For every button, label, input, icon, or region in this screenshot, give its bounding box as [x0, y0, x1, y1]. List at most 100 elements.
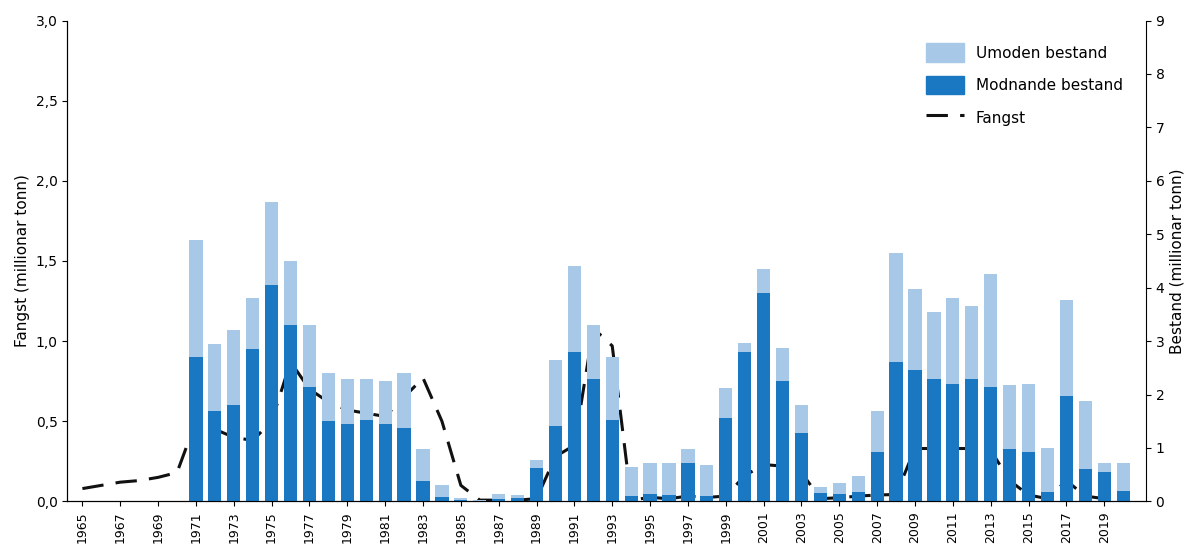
Bar: [246, 299, 259, 349]
Bar: [738, 352, 751, 502]
Bar: [378, 424, 391, 502]
Bar: [568, 352, 581, 502]
Bar: [265, 202, 278, 285]
Bar: [436, 485, 449, 497]
Bar: [928, 312, 941, 378]
Fangst: [907, 445, 922, 452]
Bar: [302, 387, 316, 502]
Bar: [492, 499, 505, 502]
Y-axis label: Bestand (millionar tonn): Bestand (millionar tonn): [1170, 168, 1186, 354]
Bar: [1079, 469, 1092, 502]
Bar: [624, 496, 637, 502]
Bar: [1060, 301, 1073, 396]
Fangst: [473, 497, 487, 503]
Bar: [227, 405, 240, 502]
Bar: [511, 498, 524, 502]
Bar: [1040, 448, 1054, 492]
Bar: [852, 492, 865, 502]
Bar: [701, 496, 714, 502]
Bar: [455, 498, 468, 500]
Bar: [833, 483, 846, 494]
Bar: [530, 460, 544, 468]
Bar: [1116, 490, 1129, 502]
Bar: [1003, 385, 1016, 449]
Bar: [965, 306, 978, 378]
Bar: [284, 261, 298, 325]
Fangst: [76, 485, 90, 492]
Bar: [794, 433, 808, 502]
Bar: [209, 411, 222, 502]
Bar: [643, 464, 656, 494]
Bar: [928, 378, 941, 502]
Bar: [908, 288, 922, 371]
Bar: [1040, 492, 1054, 502]
Bar: [814, 487, 827, 493]
Bar: [397, 373, 410, 427]
Bar: [870, 411, 883, 452]
Bar: [1098, 472, 1111, 502]
Bar: [341, 378, 354, 424]
Bar: [265, 285, 278, 502]
Bar: [360, 378, 373, 420]
Bar: [606, 357, 619, 420]
Y-axis label: Fangst (millionar tonn): Fangst (millionar tonn): [16, 175, 30, 348]
Bar: [341, 424, 354, 502]
Bar: [682, 463, 695, 502]
Bar: [947, 384, 960, 502]
Bar: [511, 495, 524, 498]
Bar: [397, 427, 410, 502]
Bar: [776, 381, 790, 502]
Bar: [701, 464, 714, 496]
Bar: [227, 330, 240, 405]
Bar: [1098, 463, 1111, 472]
Fangst: [454, 482, 468, 489]
Fangst: [794, 469, 809, 476]
Bar: [965, 378, 978, 502]
Bar: [530, 468, 544, 502]
Fangst: [586, 325, 600, 331]
Bar: [246, 349, 259, 502]
Bar: [190, 239, 203, 357]
Bar: [719, 417, 732, 502]
Bar: [757, 269, 770, 293]
Bar: [794, 405, 808, 433]
Bar: [1079, 401, 1092, 469]
Bar: [322, 421, 335, 502]
Bar: [455, 500, 468, 502]
Bar: [870, 452, 883, 502]
Bar: [662, 463, 676, 495]
Bar: [833, 494, 846, 502]
Bar: [624, 466, 637, 496]
Fangst: [756, 461, 770, 468]
Bar: [587, 325, 600, 378]
Bar: [947, 299, 960, 384]
Bar: [284, 325, 298, 502]
Bar: [1003, 449, 1016, 502]
Bar: [757, 293, 770, 502]
Legend: Umoden bestand, Modnande bestand, Fangst: Umoden bestand, Modnande bestand, Fangst: [911, 28, 1139, 142]
Bar: [416, 449, 430, 481]
Fangst: [1116, 496, 1130, 502]
Bar: [682, 449, 695, 463]
Bar: [984, 387, 997, 502]
Bar: [1022, 452, 1036, 502]
Bar: [416, 481, 430, 502]
Bar: [1022, 384, 1036, 452]
Bar: [568, 266, 581, 352]
Bar: [662, 495, 676, 502]
Fangst: [700, 494, 714, 501]
Bar: [492, 494, 505, 499]
Bar: [852, 477, 865, 492]
Bar: [606, 420, 619, 502]
Bar: [814, 493, 827, 502]
Bar: [360, 420, 373, 502]
Bar: [889, 253, 902, 363]
Bar: [738, 343, 751, 352]
Bar: [378, 381, 391, 424]
Bar: [1060, 396, 1073, 502]
Bar: [548, 360, 562, 426]
Bar: [436, 497, 449, 502]
Line: Fangst: Fangst: [83, 328, 1123, 500]
Bar: [776, 348, 790, 381]
Bar: [587, 378, 600, 502]
